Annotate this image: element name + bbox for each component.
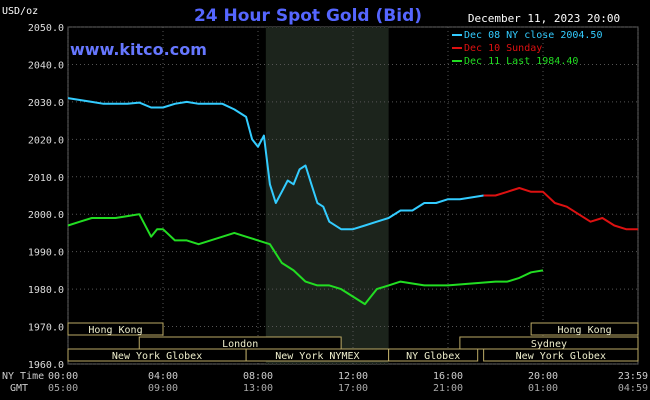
market-session-label: NY Globex: [406, 351, 460, 362]
x-tick-label-ny: 20:00: [528, 371, 558, 382]
x-axis: 00:00 04:00 08:00 12:00 16:00 20:00 23:59 05:00…: [48, 371, 648, 394]
x-axis-ny-time-label: NY Time: [2, 371, 44, 382]
x-tick-label-gmt: 13:00: [243, 383, 273, 394]
legend-label: Dec 10 Sunday: [464, 43, 542, 54]
y-tick-label: 2030.0: [28, 98, 64, 109]
y-tick-label: 1970.0: [28, 323, 64, 334]
series-lines: [67, 97, 638, 306]
x-tick-label-gmt: 04:59: [618, 383, 648, 394]
x-tick-label-ny: 00:00: [48, 371, 78, 382]
x-tick-label-ny: 16:00: [433, 371, 463, 382]
market-session-label: Sydney: [531, 339, 567, 350]
market-session-label: London: [222, 339, 258, 350]
market-session-label: New York Globex: [112, 351, 202, 362]
x-tick-label-ny: 12:00: [338, 371, 368, 382]
market-session-label: Hong Kong: [88, 325, 142, 336]
grid-lines: [67, 26, 639, 365]
legend-label: Dec 08 NY close 2004.50: [464, 30, 602, 41]
legend: Dec 08 NY close 2004.50 Dec 10 Sunday Dec …: [452, 30, 602, 67]
trading-hours-shade: [265, 27, 389, 364]
y-tick-label: 1960.0: [28, 360, 64, 371]
market-session-label: New York Globex: [516, 351, 606, 362]
x-tick-label-ny: 23:59: [618, 371, 648, 382]
x-axis-gmt-label: GMT: [10, 383, 28, 394]
y-tick-label: 2040.0: [28, 60, 64, 71]
series-line-2: [483, 187, 638, 231]
x-tick-label-gmt: 05:00: [48, 383, 78, 394]
watermark-url: www.kitco.com: [70, 40, 207, 59]
market-session-label: Hong Kong: [557, 325, 611, 336]
market-session-bar: [530, 322, 639, 336]
market-sessions: Hong Kong London New York Globex New York N…: [67, 322, 639, 362]
y-tick-label: 2020.0: [28, 135, 64, 146]
y-axis: 2050.0 2040.0 2030.0 2020.0 2010.0 2000.0 1990…: [28, 23, 64, 371]
y-axis-unit-label: USD/oz: [2, 6, 38, 17]
y-tick-label: 2010.0: [28, 173, 64, 184]
y-tick-label: 1990.0: [28, 248, 64, 259]
y-tick-label: 2000.0: [28, 210, 64, 221]
market-session-bar: [388, 348, 479, 362]
market-session-label: New York NYMEX: [275, 351, 359, 362]
chart-title: 24 Hour Spot Gold (Bid): [194, 6, 422, 26]
legend-label: Dec 11 Last 1984.40: [464, 56, 578, 67]
chart-timestamp: December 11, 2023 20:00: [468, 12, 620, 25]
series-line-1: [67, 97, 484, 231]
market-session-bar: [483, 348, 639, 362]
market-session-bar: [67, 322, 164, 336]
series-line-3: [67, 213, 544, 306]
x-tick-label-gmt: 01:00: [528, 383, 558, 394]
x-tick-label-ny: 04:00: [148, 371, 178, 382]
x-tick-label-gmt: 17:00: [338, 383, 368, 394]
x-tick-label-ny: 08:00: [243, 371, 273, 382]
x-tick-label-gmt: 21:00: [433, 383, 463, 394]
y-tick-label: 1980.0: [28, 285, 64, 296]
y-tick-label: 2050.0: [28, 23, 64, 34]
x-tick-label-gmt: 09:00: [148, 383, 178, 394]
